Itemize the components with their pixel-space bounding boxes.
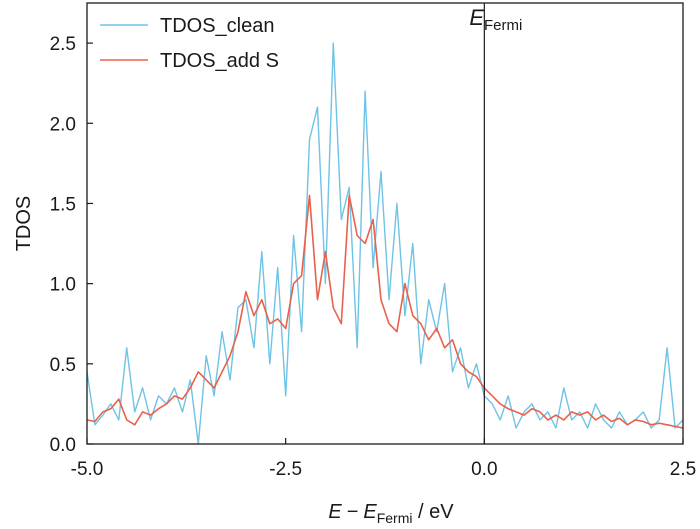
- legend: TDOS_clean TDOS_add S: [100, 15, 279, 72]
- plot-frame: [86, 2, 684, 445]
- y-tick-label: 1.5: [50, 194, 76, 215]
- series-tdos-add-s: [86, 194, 684, 429]
- x-axis-label-energy: E: [328, 501, 342, 523]
- legend-label-add-s: TDOS_add S: [160, 50, 279, 72]
- y-tick-label: 2.5: [50, 34, 76, 55]
- y-tick-label: 1.0: [50, 275, 76, 296]
- y-tick-label: 0.5: [50, 355, 76, 376]
- ticks-layer: -5.0 -2.5 0.0 2.5 0.0 0.5 1.0 1.5 2.0 2.5: [50, 34, 697, 480]
- fermi-annotation-subscript: Fermi: [484, 17, 522, 34]
- y-axis-label: TDOS: [13, 196, 35, 252]
- x-tick-label: -5.0: [71, 459, 104, 480]
- fermi-annotation-symbol: E: [469, 5, 484, 30]
- series-layer: [86, 42, 684, 445]
- y-tick-label: 2.0: [50, 114, 76, 135]
- legend-label-clean: TDOS_clean: [160, 15, 275, 37]
- x-tick-label: -2.5: [269, 459, 302, 480]
- x-tick-label: 0.0: [471, 459, 497, 480]
- x-axis-label-ref-subscript: Fermi: [377, 510, 413, 526]
- x-axis-label: E − EFermi / eV: [328, 501, 454, 526]
- x-axis-label-minus: −: [347, 501, 359, 523]
- x-tick-label: 2.5: [670, 459, 696, 480]
- series-tdos-clean: [86, 42, 684, 445]
- x-axis-label-unit: / eV: [413, 501, 455, 523]
- fermi-annotation: EFermi: [469, 5, 522, 34]
- x-axis-label-ref: E: [363, 501, 377, 523]
- y-tick-label: 0.0: [50, 435, 76, 456]
